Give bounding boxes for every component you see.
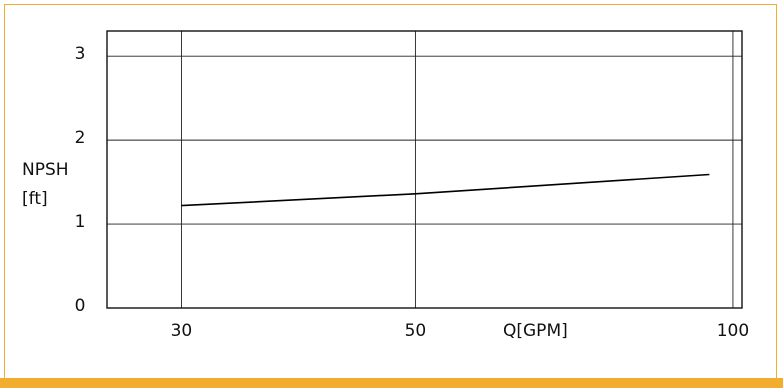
- accent-bar: [0, 378, 783, 388]
- x-tick-label: 50: [405, 321, 427, 341]
- grid-lines: [107, 31, 742, 308]
- plot-area: [106, 30, 743, 309]
- y-tick-label: 1: [75, 212, 86, 232]
- x-tick-label: 100: [717, 321, 749, 341]
- chart-frame: [4, 4, 777, 378]
- y-tick-label: 0: [75, 296, 86, 316]
- y-tick-label: 2: [75, 128, 86, 148]
- x-tick-label: 30: [171, 321, 193, 341]
- y-tick-label: 3: [75, 44, 86, 64]
- x-axis-title: Q[GPM]: [503, 321, 568, 341]
- npsh-curve: [181, 173, 710, 207]
- series-layer: [181, 173, 710, 207]
- y-axis-title-line2: [ft]: [22, 189, 48, 209]
- y-axis-title-line1: NPSH: [22, 160, 69, 180]
- tick-labels: 0 1 2 3 30 50 100: [75, 44, 750, 341]
